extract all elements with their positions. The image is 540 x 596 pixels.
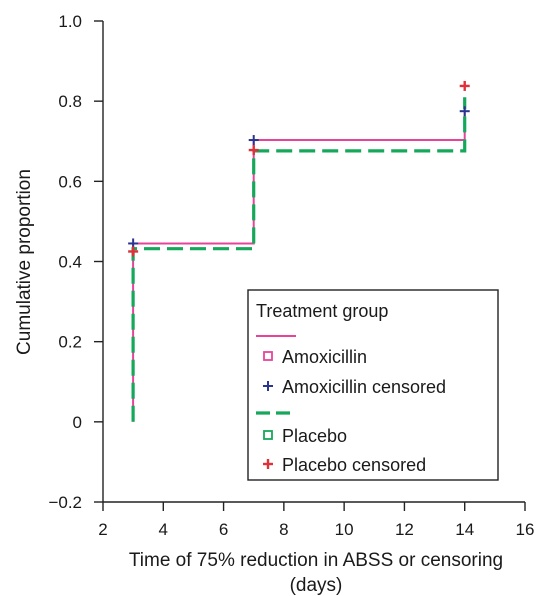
y-axis-title: Cumulative proportion [14,169,35,355]
point-placebo-censored [128,246,139,257]
legend-label-placebo: Placebo [282,426,347,446]
legend-label-placebo-censored: Placebo censored [282,455,426,475]
x-tick-label: 16 [516,520,535,539]
x-tick-label: 4 [159,520,168,539]
y-tick-label: 0 [73,413,82,432]
y-tick-label: 0.2 [58,333,82,352]
point-amoxicillin-censored [248,135,259,146]
legend-label-amoxicillin-censored: Amoxicillin censored [282,377,446,397]
axes: −0.2 0 0.2 0.4 0.6 0.8 1.0 2 4 6 8 10 12 14 16 [48,12,534,539]
x-axis-title: Time of 75% reduction in ABSS or censori… [129,550,503,571]
x-axis-title-units: (days) [290,575,343,596]
y-tick-label: 0.8 [58,92,82,111]
x-tick-label: 12 [395,520,414,539]
y-tick-label: −0.2 [48,493,82,512]
legend-marker-amoxicillin-censored [263,381,273,391]
x-tick-label: 10 [335,520,354,539]
x-tick-label: 14 [455,520,474,539]
legend: Treatment group Amoxicillin Amoxicillin ce… [247,289,499,481]
legend-label-amoxicillin: Amoxicillin [282,347,367,367]
point-placebo-censored [459,80,470,91]
legend-marker-placebo [263,430,273,440]
legend-marker-amoxicillin [263,351,273,361]
point-amoxicillin-censored [459,106,470,117]
plot-area [128,80,470,422]
y-tick-label: 1.0 [58,12,82,31]
y-tick-label: 0.4 [58,253,82,272]
x-tick-label: 6 [219,520,228,539]
legend-box [247,289,499,481]
x-tick-label: 8 [279,520,288,539]
y-tick-label: 0.6 [58,172,82,191]
x-tick-label: 2 [98,520,107,539]
series-line-placebo [131,97,467,422]
point-placebo-censored [248,145,259,156]
legend-marker-placebo-censored [263,459,273,469]
legend-title: Treatment group [256,301,388,321]
